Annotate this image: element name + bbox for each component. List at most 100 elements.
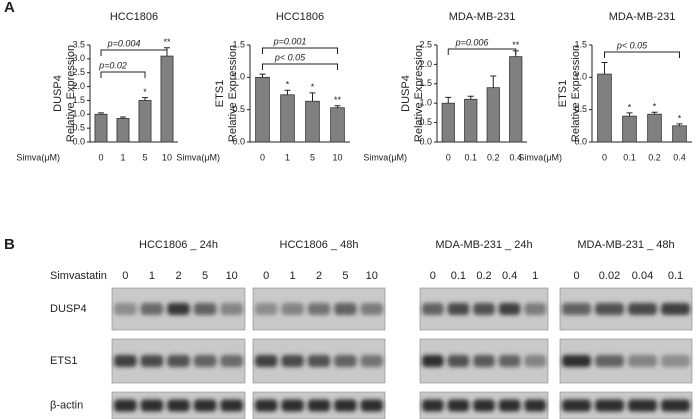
x-tick-label: 0 bbox=[260, 152, 265, 162]
band bbox=[422, 399, 444, 412]
p-value: p=0.006 bbox=[455, 37, 489, 47]
significance-label: * bbox=[653, 102, 657, 112]
band bbox=[661, 399, 690, 412]
band bbox=[562, 399, 591, 412]
y-tick-label: 1.5 bbox=[72, 95, 85, 105]
band bbox=[255, 355, 278, 367]
band-group bbox=[422, 355, 546, 367]
y-tick-label: 0.0 bbox=[232, 136, 245, 146]
band bbox=[167, 303, 190, 315]
band bbox=[193, 399, 217, 412]
error-bar bbox=[445, 96, 452, 104]
band bbox=[447, 355, 470, 367]
lane-label: 5 bbox=[342, 270, 348, 282]
x-tick-label: 0.1 bbox=[464, 152, 477, 162]
band-group bbox=[255, 355, 383, 367]
y-tick-label: 2.0 bbox=[72, 81, 85, 91]
bar bbox=[255, 76, 270, 143]
significance-label: * bbox=[143, 87, 147, 97]
band bbox=[562, 355, 591, 367]
band bbox=[562, 303, 591, 315]
band bbox=[114, 399, 137, 412]
band bbox=[524, 303, 546, 315]
lane-label: 0 bbox=[263, 270, 269, 282]
p-value: p=0.02 bbox=[98, 60, 127, 70]
x-tick-label: 0.2 bbox=[487, 152, 500, 162]
band bbox=[498, 303, 521, 315]
band bbox=[114, 303, 137, 315]
lane-label: 0.1 bbox=[451, 270, 466, 282]
y-tick-label: 0.5 bbox=[72, 123, 85, 133]
band bbox=[167, 355, 190, 367]
bar bbox=[160, 55, 174, 143]
band bbox=[220, 399, 243, 412]
y-axis-label: ETS1 bbox=[214, 80, 226, 108]
x-axis-label: Simva(μM) bbox=[16, 152, 60, 162]
band bbox=[628, 355, 657, 367]
y-tick-label: 2.5 bbox=[419, 39, 432, 49]
y-tick-label: 0.5 bbox=[419, 117, 432, 127]
x-tick-label: 0 bbox=[98, 152, 103, 162]
row-label: DUSP4 bbox=[50, 303, 87, 315]
band-group bbox=[562, 355, 690, 367]
bar bbox=[647, 113, 662, 143]
y-tick-label: 1.5 bbox=[419, 78, 432, 88]
x-axis-label: Simva(μM) bbox=[518, 152, 562, 162]
band bbox=[281, 303, 304, 315]
y-tick-label: 2.0 bbox=[419, 59, 432, 69]
band bbox=[193, 355, 217, 367]
lane-label: 0.4 bbox=[502, 270, 517, 282]
significance-label: * bbox=[628, 102, 632, 112]
x-tick-label: 0 bbox=[446, 152, 451, 162]
band-group bbox=[562, 399, 690, 412]
band bbox=[447, 399, 470, 412]
significance-label: ** bbox=[334, 95, 342, 105]
band bbox=[473, 355, 495, 367]
lane-label: 2 bbox=[316, 270, 322, 282]
lane-label: 1 bbox=[290, 270, 296, 282]
bar bbox=[597, 73, 612, 143]
band bbox=[307, 399, 331, 412]
treatment-label: Simvastatin bbox=[50, 270, 107, 282]
y-tick-label: 1.0 bbox=[232, 72, 245, 82]
error-bar bbox=[626, 112, 633, 117]
error-bar bbox=[490, 75, 497, 88]
bar bbox=[486, 87, 500, 143]
x-axis-label: Simva(μM) bbox=[176, 152, 220, 162]
x-tick-label: 10 bbox=[162, 152, 172, 162]
band bbox=[307, 355, 331, 367]
error-bar bbox=[334, 105, 341, 108]
band bbox=[220, 303, 243, 315]
y-tick-label: 1.0 bbox=[72, 109, 85, 119]
band bbox=[524, 399, 546, 412]
error-bar bbox=[651, 111, 658, 115]
band bbox=[360, 399, 383, 412]
p-value: p=0.001 bbox=[273, 36, 307, 46]
band bbox=[422, 355, 444, 367]
y-tick-label: 0.0 bbox=[419, 136, 432, 146]
chart-title: HCC1806 bbox=[276, 11, 324, 23]
significance-label: * bbox=[311, 82, 315, 92]
bar bbox=[138, 100, 152, 143]
band bbox=[167, 399, 190, 412]
y-tick-label: 0.5 bbox=[574, 104, 587, 114]
y-axis-label: Relative Expression bbox=[413, 45, 425, 142]
y-axis-label: Relative Expression bbox=[570, 45, 582, 142]
bar bbox=[305, 100, 320, 143]
lane-label: 0.2 bbox=[476, 270, 491, 282]
band-group bbox=[255, 303, 383, 315]
lane-label: 0 bbox=[573, 270, 579, 282]
band bbox=[628, 399, 657, 412]
p-value: p< 0.05 bbox=[616, 40, 648, 50]
significance-label: ** bbox=[512, 40, 520, 50]
y-axis-label: DUSP4 bbox=[400, 75, 412, 112]
x-tick-label: 0.2 bbox=[648, 152, 661, 162]
bar bbox=[330, 107, 345, 143]
band bbox=[220, 355, 243, 367]
band bbox=[255, 303, 278, 315]
y-tick-label: 3.0 bbox=[72, 53, 85, 63]
band-group bbox=[562, 303, 690, 315]
lane-label: 0 bbox=[122, 270, 128, 282]
lane-label: 0.1 bbox=[668, 270, 683, 282]
bar bbox=[441, 102, 455, 143]
